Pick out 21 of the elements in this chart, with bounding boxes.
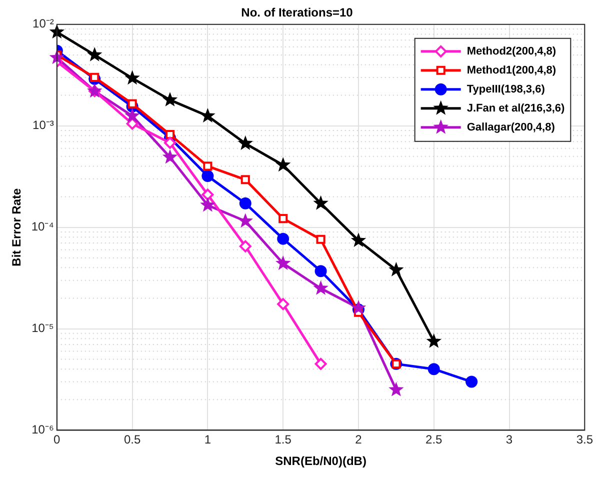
x-tick-label: 2.5	[426, 432, 443, 447]
y-tick-label: 10⁻⁴	[31, 220, 54, 234]
x-axis-title: SNR(Eb/N0)(dB)	[275, 454, 366, 468]
y-tick-label: 10⁻⁶	[32, 422, 54, 437]
x-tick-label: 0	[54, 432, 61, 447]
y-tick-label: 10⁻³	[32, 118, 54, 132]
x-tick-label: 3	[506, 432, 513, 447]
x-tick-label: 1	[204, 432, 212, 447]
chart-title: No. of Iterations=10	[241, 6, 354, 20]
legend-label: Gallagar(200,4,8)	[466, 121, 556, 134]
x-tick-label: 0.5	[124, 432, 141, 447]
legend-label: J.Fan et al(216,3,6)	[466, 102, 565, 114]
x-tick-label: 2	[355, 432, 362, 447]
legend-label: Method2(200,4,8)	[466, 45, 556, 58]
x-tick-label: 1.5	[274, 432, 292, 447]
legend-label: Method1(200,4,8)	[466, 64, 556, 76]
x-tick-label: 3.5	[576, 432, 594, 447]
y-axis-title: Bit Error Rate	[10, 188, 24, 266]
y-tick-label: 10⁻²	[32, 16, 54, 31]
y-tick-label: 10⁻⁵	[32, 321, 54, 336]
legend-label: TypeIII(198,3,6)	[466, 83, 546, 96]
